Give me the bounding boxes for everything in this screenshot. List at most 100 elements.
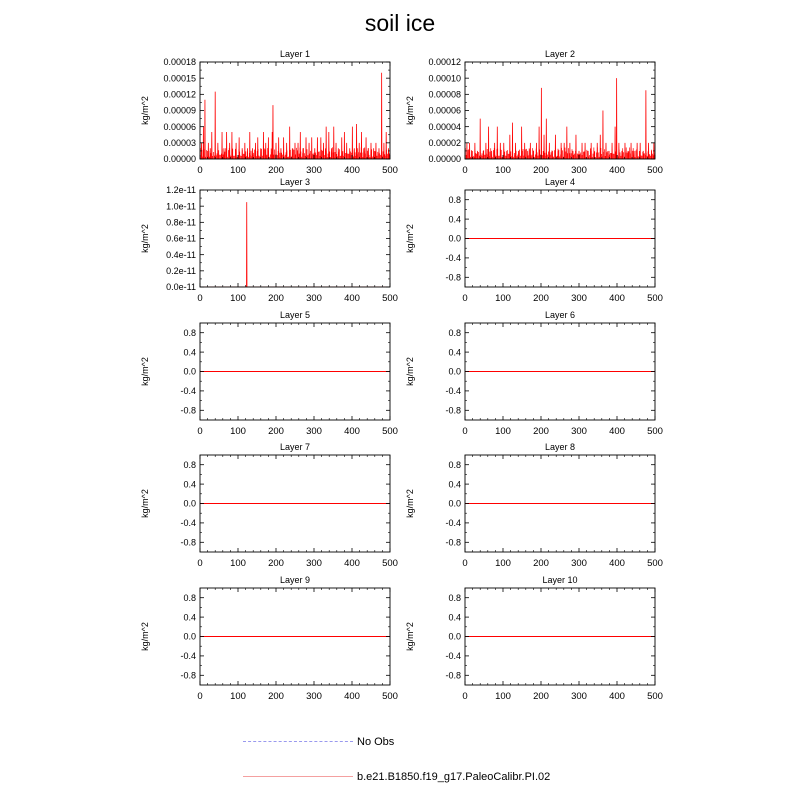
- x-tick-label: 100: [495, 558, 511, 569]
- panel-title: Layer 5: [280, 310, 310, 320]
- x-tick-label: 100: [230, 293, 246, 304]
- x-tick-label: 200: [533, 691, 549, 702]
- x-tick-label: 0: [462, 165, 467, 176]
- y-tick-label: 0.00015: [163, 73, 196, 83]
- y-axis-label: kg/m^2: [140, 622, 150, 651]
- y-tick-label: 0.0: [448, 499, 461, 509]
- x-tick-label: 400: [344, 691, 360, 702]
- panel-title: Layer 9: [280, 575, 310, 585]
- y-tick-label: 0.6e-11: [166, 234, 196, 244]
- y-tick-label: 0.8: [448, 460, 461, 470]
- y-tick-label: 0.00012: [163, 90, 196, 100]
- x-tick-label: 400: [344, 426, 360, 437]
- x-tick-label: 0: [462, 691, 467, 702]
- x-tick-label: 500: [647, 558, 663, 569]
- y-tick-label: 0.00003: [163, 138, 196, 148]
- x-tick-label: 300: [571, 558, 587, 569]
- y-tick-label: 0.2e-11: [166, 266, 196, 276]
- y-tick-label: 0.0: [183, 632, 196, 642]
- series-line: [465, 78, 655, 159]
- y-tick-label: 0.4: [183, 347, 196, 357]
- y-tick-label: 0.0: [448, 234, 461, 244]
- x-tick-label: 200: [268, 293, 284, 304]
- x-tick-label: 400: [609, 426, 625, 437]
- x-tick-label: 300: [306, 558, 322, 569]
- x-tick-label: 0: [197, 691, 202, 702]
- legend-model-line: [243, 776, 353, 777]
- x-tick-label: 0: [197, 165, 202, 176]
- y-tick-label: -0.4: [445, 386, 461, 396]
- y-tick-label: 0.00009: [163, 106, 196, 116]
- y-tick-label: -0.4: [445, 253, 461, 263]
- x-tick-label: 300: [306, 691, 322, 702]
- x-tick-label: 200: [268, 691, 284, 702]
- y-tick-label: 0.8: [183, 328, 196, 338]
- y-tick-label: 0.0e-11: [166, 282, 196, 292]
- y-tick-label: -0.4: [445, 518, 461, 528]
- y-tick-label: -0.8: [180, 406, 196, 416]
- x-tick-label: 200: [268, 165, 284, 176]
- y-tick-label: 0.00000: [428, 154, 461, 164]
- chart-panel-4: Layer 4 kg/m^2 0 100 200 300 400 500 -0.8 -0.4 0.0…: [405, 177, 663, 304]
- chart-panel-6: Layer 6 kg/m^2 0 100 200 300 400 500 -0.8 -0.4 0.0…: [405, 310, 663, 437]
- legend-model-label: b.e21.B1850.f19_g17.PaleoCalibr.PI.02: [357, 771, 551, 783]
- y-tick-label: 0.8: [448, 328, 461, 338]
- y-tick-label: 0.00006: [428, 106, 461, 116]
- y-axis-label: kg/m^2: [140, 224, 150, 253]
- y-tick-label: 0.0: [448, 367, 461, 377]
- x-tick-label: 500: [382, 426, 398, 437]
- y-tick-label: -0.8: [180, 671, 196, 681]
- x-tick-label: 400: [609, 691, 625, 702]
- x-tick-label: 100: [230, 558, 246, 569]
- y-axis-label: kg/m^2: [405, 224, 415, 253]
- figure-title: soil ice: [364, 10, 436, 36]
- y-axis-label: kg/m^2: [140, 357, 150, 386]
- chart-panel-5: Layer 5 kg/m^2 0 100 200 300 400 500 -0.8 -0.4 0.0…: [140, 310, 398, 437]
- chart-panel-2: Layer 2 kg/m^2 0 100 200 300 400 500 0.00000 0.00…: [405, 49, 663, 176]
- x-tick-label: 100: [495, 165, 511, 176]
- y-tick-label: 0.0: [448, 632, 461, 642]
- panel-title: Layer 10: [542, 575, 577, 585]
- x-tick-label: 400: [609, 293, 625, 304]
- y-tick-label: 0.8: [448, 593, 461, 603]
- x-tick-label: 400: [344, 165, 360, 176]
- y-tick-label: 0.4: [448, 479, 461, 489]
- y-tick-label: 0.8: [183, 460, 196, 470]
- chart-panel-1: Layer 1 kg/m^2 0 100 200 300 400 500 0.00000 0.00…: [140, 49, 398, 176]
- x-tick-label: 200: [533, 558, 549, 569]
- x-tick-label: 0: [462, 558, 467, 569]
- y-axis-label: kg/m^2: [140, 489, 150, 518]
- panel-title: Layer 1: [280, 49, 310, 59]
- data-series: [200, 72, 390, 159]
- y-tick-label: 0.00000: [163, 154, 196, 164]
- x-tick-label: 500: [647, 691, 663, 702]
- y-axis-label: kg/m^2: [405, 489, 415, 518]
- y-tick-label: 0.4: [448, 214, 461, 224]
- y-tick-label: 0.00008: [428, 90, 461, 100]
- y-tick-label: 0.0: [183, 367, 196, 377]
- x-tick-label: 500: [382, 691, 398, 702]
- y-tick-label: 0.8: [448, 195, 461, 205]
- x-tick-label: 100: [495, 691, 511, 702]
- legend-obs-line: [243, 741, 353, 742]
- x-tick-label: 300: [306, 165, 322, 176]
- x-tick-label: 0: [197, 293, 202, 304]
- x-tick-label: 0: [462, 293, 467, 304]
- x-tick-label: 500: [382, 558, 398, 569]
- y-tick-label: -0.8: [445, 273, 461, 283]
- data-series: [465, 78, 655, 159]
- y-tick-label: -0.8: [445, 406, 461, 416]
- plot-frame: [199, 189, 391, 288]
- chart-panel-8: Layer 8 kg/m^2 0 100 200 300 400 500 -0.8 -0.4 0.0…: [405, 442, 663, 569]
- x-tick-label: 200: [533, 165, 549, 176]
- chart-panel-10: Layer 10 kg/m^2 0 100 200 300 400 500 -0.8 -0.4 0.…: [405, 575, 663, 702]
- x-tick-label: 400: [344, 293, 360, 304]
- data-series: [200, 202, 390, 287]
- series-line: [200, 72, 390, 159]
- panel-title: Layer 4: [545, 177, 575, 187]
- y-tick-label: 0.4: [448, 347, 461, 357]
- x-tick-label: 200: [533, 426, 549, 437]
- x-tick-label: 200: [533, 293, 549, 304]
- y-tick-label: 1.2e-11: [166, 185, 196, 195]
- x-tick-label: 500: [647, 293, 663, 304]
